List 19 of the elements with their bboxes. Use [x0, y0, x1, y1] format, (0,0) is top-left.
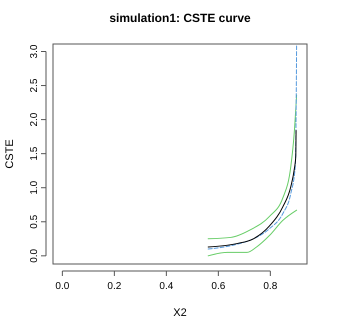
- x-tick-label: 0.6: [211, 281, 226, 292]
- x-tick-label: 0.0: [55, 281, 70, 292]
- x-tick-label: 0.4: [159, 281, 174, 292]
- x-axis-title: X2: [173, 307, 187, 319]
- line-series: [208, 46, 298, 250]
- y-tick-label: 2.5: [29, 78, 40, 92]
- y-tick-label: 2.0: [29, 112, 40, 127]
- x-tick-label: 0.8: [263, 281, 278, 292]
- y-tick-label: 1.5: [29, 146, 40, 161]
- line-series: [208, 94, 298, 240]
- y-tick-label: 0.5: [29, 214, 40, 229]
- x-tick-label: 0.2: [107, 281, 122, 292]
- y-tick-label: 1.0: [29, 180, 40, 195]
- y-tick-label: 3.0: [29, 44, 40, 58]
- y-tick-label: 0.0: [29, 248, 40, 263]
- line-series: [208, 130, 297, 248]
- chart-title: simulation1: CSTE curve: [109, 11, 252, 25]
- y-axis-title: CSTE: [4, 139, 16, 169]
- line-series: [208, 210, 298, 256]
